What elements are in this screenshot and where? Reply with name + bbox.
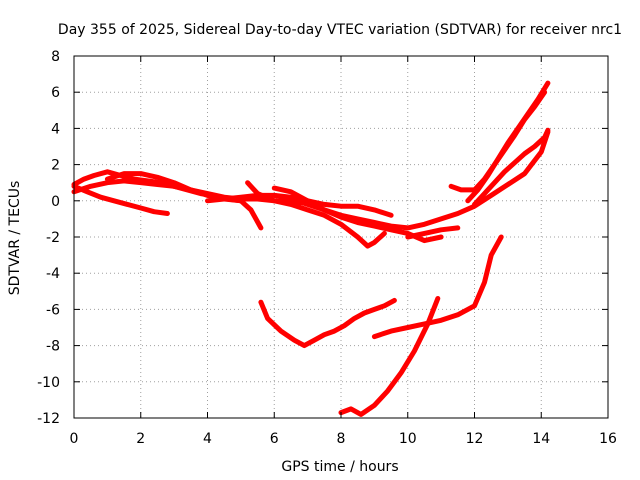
x-axis-label: GPS time / hours xyxy=(281,459,398,475)
series-track-12 xyxy=(472,127,551,207)
x-tick-label: 12 xyxy=(466,431,484,447)
series-track-14 xyxy=(371,234,504,340)
y-tick-label: -10 xyxy=(37,375,60,391)
y-tick-label: 4 xyxy=(51,121,60,137)
x-tick-label: 2 xyxy=(136,431,145,447)
axis-ticks: 0 2 4 6 8 10 12 14 16 -12 -10 -8 -6 -4 -2 0 2 4 6 8 xyxy=(37,49,617,447)
x-tick-label: 8 xyxy=(337,431,346,447)
series-track-8 xyxy=(271,129,551,231)
series-track-11 xyxy=(465,80,551,204)
series-track-1 xyxy=(71,183,170,216)
x-tick-label: 16 xyxy=(599,431,617,447)
series-group xyxy=(71,80,551,417)
y-axis-label: SDTVAR / TECUs xyxy=(7,181,23,296)
y-tick-label: -6 xyxy=(46,302,60,318)
y-tick-label: -8 xyxy=(46,339,60,355)
y-tick-label: -12 xyxy=(37,411,60,427)
y-tick-label: 2 xyxy=(51,158,60,174)
series-track-13 xyxy=(258,297,397,349)
chart-title: Day 355 of 2025, Sidereal Day-to-day VTE… xyxy=(58,22,622,38)
series-track-6 xyxy=(245,180,387,249)
series-track-15 xyxy=(338,296,441,417)
y-tick-label: 8 xyxy=(51,49,60,65)
series-track-9 xyxy=(405,225,461,240)
y-tick-label: -4 xyxy=(46,266,60,282)
x-tick-label: 10 xyxy=(399,431,417,447)
y-tick-label: 6 xyxy=(51,85,60,101)
x-tick-label: 6 xyxy=(270,431,279,447)
y-tick-label: 0 xyxy=(51,194,60,210)
x-tick-label: 0 xyxy=(70,431,79,447)
y-tick-label: -2 xyxy=(46,230,60,246)
x-tick-label: 4 xyxy=(203,431,212,447)
x-tick-label: 14 xyxy=(532,431,550,447)
